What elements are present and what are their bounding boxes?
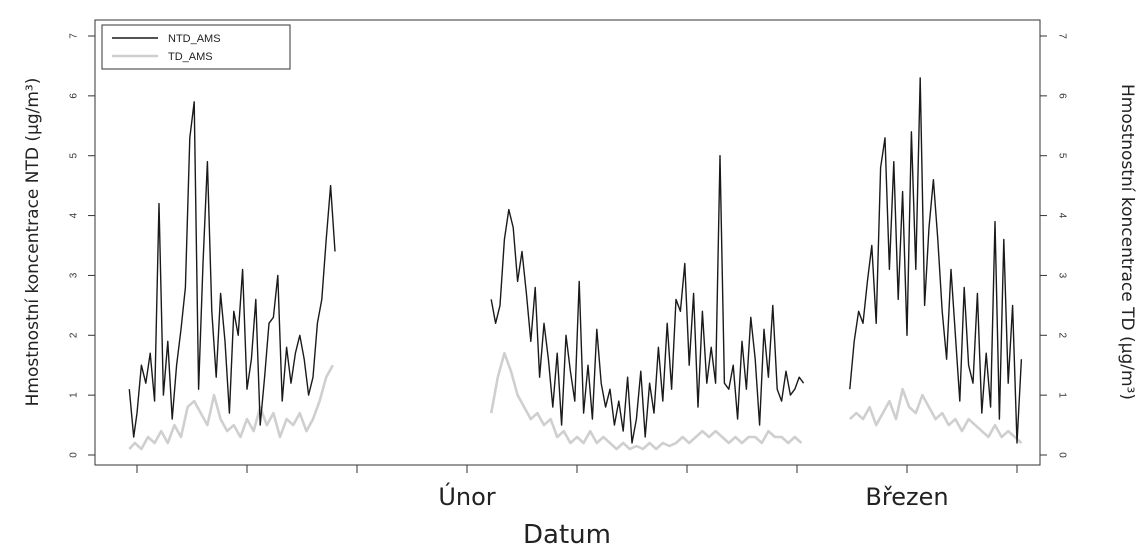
- series-line-td_ams-0: [128, 364, 334, 451]
- left-y-tick-label: 4: [69, 212, 80, 218]
- series-line-ntd_ams-2: [849, 77, 1023, 444]
- right-y-tick-label: 6: [1056, 93, 1067, 99]
- legend-label-ntd_ams: NTD_AMS: [168, 33, 221, 45]
- legend-label-td_ams: TD_AMS: [168, 51, 213, 63]
- series-layer: [128, 77, 1023, 451]
- month-label: Březen: [865, 483, 948, 511]
- legend-box: [101, 24, 291, 70]
- right-y-tick-label: 5: [1056, 153, 1067, 159]
- right-y-tick-label: 7: [1056, 33, 1067, 39]
- series-line-ntd_ams-1: [490, 154, 805, 444]
- legend: NTD_AMS TD_AMS: [101, 24, 291, 70]
- right-y-axis: 0 1 2 3 4 5 6 7: [1040, 33, 1067, 458]
- left-y-axis: 0 1 2 3 4 5 6 7: [69, 33, 95, 458]
- right-y-tick-label: 3: [1056, 273, 1067, 279]
- plot-frame: [94, 19, 1041, 466]
- left-y-tick-label: 7: [69, 33, 80, 39]
- x-axis-title: Datum: [523, 520, 611, 550]
- x-axis: [136, 465, 1018, 473]
- right-y-tick-label: 1: [1056, 392, 1067, 398]
- left-y-tick-label: 1: [69, 392, 80, 398]
- right-y-tick-label: 0: [1056, 452, 1067, 458]
- month-label: Únor: [438, 481, 495, 511]
- series-line-td_ams-2: [848, 387, 1023, 444]
- right-y-tick-label: 2: [1056, 333, 1067, 339]
- left-y-tick-label: 2: [69, 332, 80, 338]
- series-line-td_ams-1: [489, 351, 803, 451]
- left-y-tick-label: 5: [69, 152, 80, 158]
- right-y-axis-title: Hmostnostní koncentrace TD (µg/m³): [1117, 84, 1137, 400]
- left-y-tick-label: 3: [69, 272, 80, 278]
- right-y-tick-label: 4: [1056, 213, 1067, 219]
- left-y-tick-label: 6: [69, 93, 80, 99]
- left-y-axis-title: Hmostnostní koncentrace NTD (µg/m³): [23, 78, 43, 407]
- month-labels: Únor Březen: [438, 481, 948, 511]
- left-y-tick-label: 0: [69, 452, 80, 458]
- series-line-ntd_ams-0: [128, 101, 336, 438]
